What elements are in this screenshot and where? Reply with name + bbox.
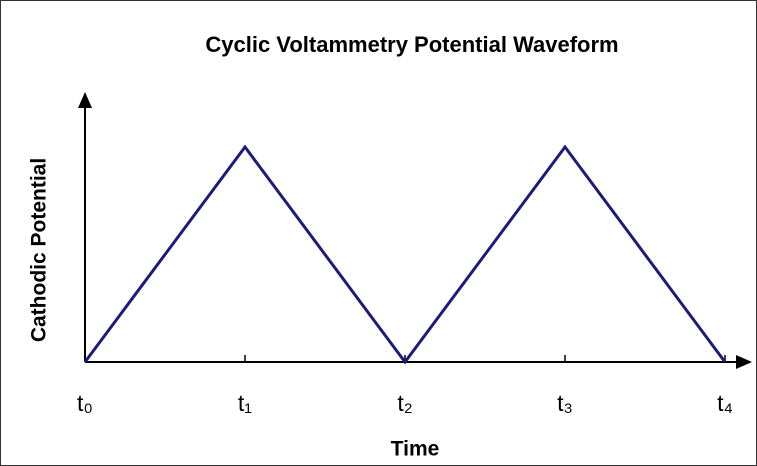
chart-title: Cyclic Voltammetry Potential Waveform [205,32,618,57]
x-tick-label: t₀ [77,390,93,416]
x-tick-label: t₂ [397,390,412,416]
x-axis-arrow [736,355,752,369]
y-axis-label: Cathodic Potential [28,158,51,342]
x-tick-label: t₁ [238,390,252,416]
y-axis-arrow [78,92,92,108]
axes [78,92,752,369]
waveform-line [83,144,727,365]
x-tick-label: t₄ [717,390,733,416]
x-axis-label: Time [391,438,440,461]
x-tick-label: t₃ [557,390,573,416]
